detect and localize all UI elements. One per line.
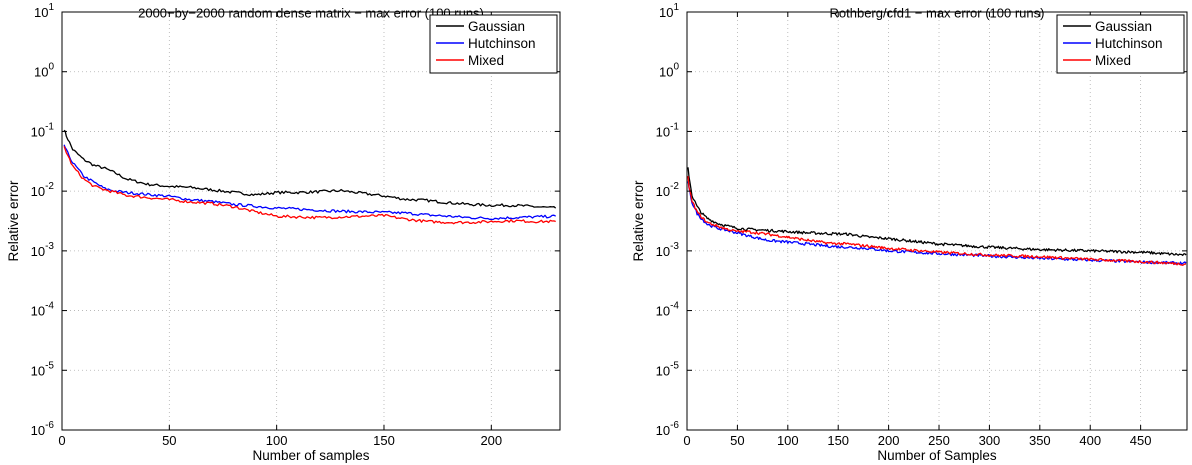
x-tick-label: 50 [730, 433, 744, 448]
y-tick-label: 101 [659, 2, 679, 20]
y-tick-label: 10-2 [31, 181, 55, 199]
x-axis-title: Number of samples [252, 448, 369, 463]
y-tick-label: 10-6 [31, 420, 55, 438]
x-tick-label: 0 [58, 433, 65, 448]
x-tick-label: 100 [777, 433, 799, 448]
y-tick-label: 101 [34, 2, 54, 20]
x-tick-label: 150 [827, 433, 849, 448]
x-tick-label: 50 [162, 433, 176, 448]
y-tick-label: 10-3 [31, 241, 55, 259]
x-tick-label: 0 [683, 433, 690, 448]
x-tick-label: 200 [878, 433, 900, 448]
legend-label-mixed: Mixed [468, 53, 504, 68]
y-axis-title: Relative error [631, 180, 646, 262]
x-tick-label: 150 [373, 433, 395, 448]
chart-random-dense-matrix: 0 50 100 150 200 10-6 10-5 10-4 10-3 10-2 10-1 100 1… [6, 2, 560, 463]
y-tick-label: 100 [659, 62, 679, 80]
legend: Gaussian Hutchinson Mixed [430, 15, 557, 73]
legend: Gaussian Hutchinson Mixed [1057, 15, 1184, 73]
y-tick-label: 10-4 [31, 301, 55, 319]
x-tick-label: 100 [266, 433, 288, 448]
chart-title: Rothberg/cfd1 − max error (100 runs) [830, 6, 1045, 21]
y-tick-label: 10-3 [656, 241, 680, 259]
y-axis-title: Relative error [6, 180, 21, 262]
y-tick-label: 10-2 [656, 181, 680, 199]
y-tick-label: 10-6 [656, 420, 680, 438]
x-tick-label: 250 [928, 433, 950, 448]
x-axis-title: Number of Samples [877, 448, 997, 463]
legend-label-hutchinson: Hutchinson [1095, 36, 1163, 51]
y-tick-label: 10-5 [31, 360, 55, 378]
legend-label-mixed: Mixed [1095, 53, 1131, 68]
y-tick-label: 10-1 [656, 121, 680, 139]
plot-area [687, 12, 1187, 430]
x-tick-label: 450 [1130, 433, 1152, 448]
legend-label-hutchinson: Hutchinson [468, 36, 536, 51]
y-tick-label: 100 [34, 62, 54, 80]
x-tick-label: 200 [480, 433, 502, 448]
y-tick-label: 10-1 [31, 121, 55, 139]
chart-rothberg-cfd1: 0 50 100 150 200 250 300 350 400 450 10-6 10-5 10-4 1… [631, 2, 1187, 463]
x-tick-label: 400 [1079, 433, 1101, 448]
y-tick-label: 10-4 [656, 301, 680, 319]
legend-label-gaussian: Gaussian [468, 19, 525, 34]
y-tick-label: 10-5 [656, 360, 680, 378]
legend-label-gaussian: Gaussian [1095, 19, 1152, 34]
x-tick-label: 350 [1029, 433, 1051, 448]
x-tick-label: 300 [979, 433, 1001, 448]
